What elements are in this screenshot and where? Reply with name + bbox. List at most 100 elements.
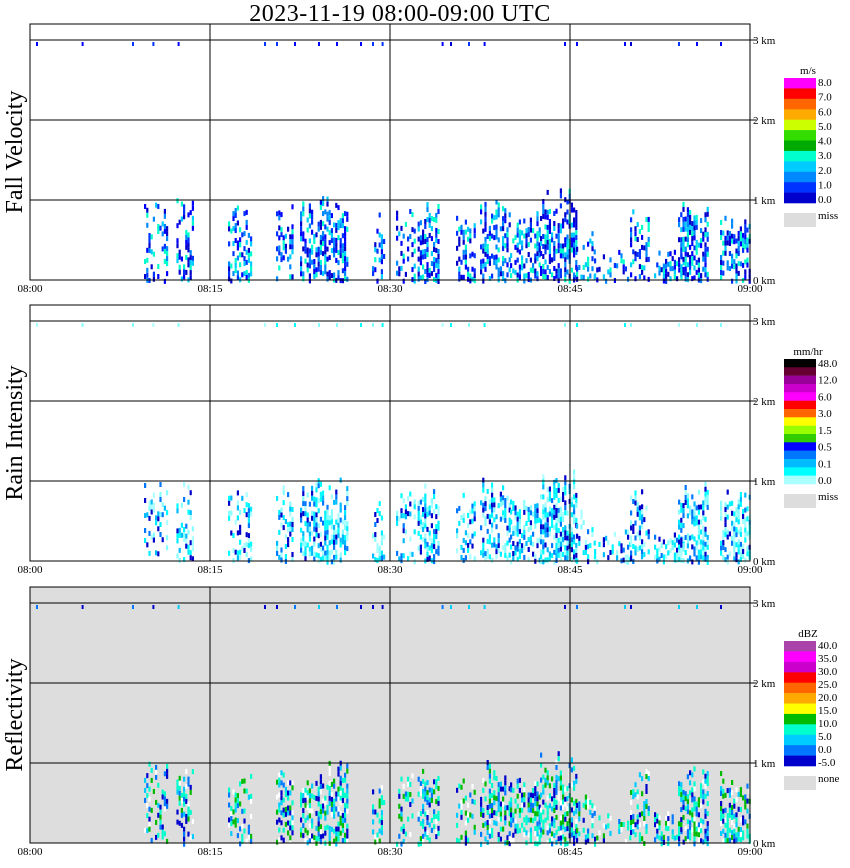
- echo-cell: [553, 484, 556, 490]
- echo-cell: [548, 828, 551, 834]
- echo-cell: [280, 795, 283, 801]
- echo-cell: [680, 792, 683, 798]
- echo-cell: [744, 492, 747, 498]
- echo-cell: [693, 255, 696, 261]
- echo-cell: [464, 259, 467, 265]
- echo-cell: [529, 510, 532, 516]
- echo-cell: [276, 819, 279, 825]
- echo-cell: [346, 798, 349, 804]
- echo-cell: [735, 273, 738, 279]
- echo-cell: [243, 231, 246, 237]
- echo-cell: [728, 827, 731, 833]
- echo-cell: [746, 242, 749, 248]
- echo-cell: [433, 217, 436, 222]
- echo-cell: [230, 831, 233, 837]
- colorbar-label: 0.1: [818, 458, 832, 470]
- echo-cell: [180, 256, 183, 262]
- echo-cell: [317, 246, 320, 252]
- echo-cell: [234, 797, 237, 803]
- echo-cell: [150, 509, 153, 515]
- echo-cell: [284, 233, 287, 239]
- echo-cell: [497, 807, 500, 813]
- echo-cell: [536, 508, 539, 514]
- echo-cell: [584, 539, 587, 545]
- echo-cell: [622, 547, 625, 553]
- echo-cell: [339, 477, 342, 483]
- echo-cell: [536, 836, 539, 842]
- echo-cell: [693, 836, 696, 842]
- echo-cell: [493, 502, 496, 508]
- echo-cell: [702, 540, 705, 546]
- echo-cell: [289, 790, 292, 796]
- echo-cell: [516, 783, 519, 789]
- echo-cell: [157, 551, 160, 557]
- echo-cell: [183, 811, 186, 817]
- echo-cell: [346, 808, 349, 814]
- echo-cell: [276, 839, 279, 845]
- echo-cell: [557, 836, 560, 842]
- echo-cell: [728, 837, 731, 843]
- echo-cell: [525, 541, 528, 546]
- echo-cell: [148, 761, 151, 767]
- echo-cell: [502, 510, 505, 516]
- echo-cell: [488, 833, 491, 839]
- echo-cell: [462, 274, 465, 280]
- echo-cell: [576, 523, 579, 529]
- echo-cell: [582, 827, 585, 833]
- echo-cell: [739, 546, 742, 552]
- echo-cell: [529, 535, 532, 541]
- echo-cell: [735, 552, 738, 558]
- echo-cell: [239, 529, 242, 535]
- echo-cell: [587, 554, 590, 560]
- echo-cell: [562, 248, 565, 254]
- plot-frame: [29, 586, 751, 844]
- echo-cell: [536, 831, 539, 837]
- echo-cell: [335, 202, 338, 208]
- echo-cell: [584, 544, 587, 550]
- echo-cell: [514, 259, 517, 265]
- echo-cell: [276, 211, 279, 217]
- echo-cell: [512, 556, 515, 561]
- echo-cell: [538, 242, 541, 248]
- echo-cell: [458, 783, 461, 789]
- echo-cell: [564, 555, 567, 561]
- echo-cell: [148, 806, 151, 812]
- echo-cell: [404, 529, 407, 535]
- echo-cell: [538, 262, 541, 268]
- echo-cell: [724, 512, 727, 518]
- echo-cell: [735, 787, 738, 793]
- echo-cell: [645, 769, 648, 774]
- echo-cell: [280, 212, 283, 218]
- echo-cell: [396, 841, 399, 847]
- echo-cell: [521, 255, 524, 261]
- echo-cell: [278, 792, 281, 798]
- echo-cell: [346, 211, 349, 217]
- echo-cell: [544, 802, 547, 808]
- echo-cell: [680, 527, 683, 533]
- layer-mark: [360, 323, 362, 327]
- echo-cell: [691, 827, 694, 833]
- echo-cell: [422, 239, 425, 245]
- echo-cell: [726, 489, 729, 495]
- echo-cell: [341, 798, 344, 803]
- echo-cell: [728, 787, 731, 793]
- echo-cell: [282, 255, 285, 261]
- echo-cell: [236, 803, 239, 809]
- echo-cell: [337, 275, 340, 281]
- echo-cell: [482, 482, 485, 488]
- echo-cell: [722, 808, 725, 814]
- echo-cell: [433, 789, 436, 795]
- echo-cell: [437, 775, 440, 781]
- echo-cell: [462, 249, 465, 255]
- echo-cell: [557, 273, 560, 279]
- colorbar-label: 48.0: [818, 358, 838, 370]
- echo-cell: [497, 797, 500, 803]
- echo-cell: [516, 516, 519, 522]
- echo-cell: [566, 821, 569, 827]
- echo-cell: [146, 773, 149, 779]
- echo-cell: [180, 216, 183, 222]
- echo-cell: [328, 550, 331, 556]
- echo-cell: [536, 801, 539, 807]
- echo-cell: [424, 249, 427, 254]
